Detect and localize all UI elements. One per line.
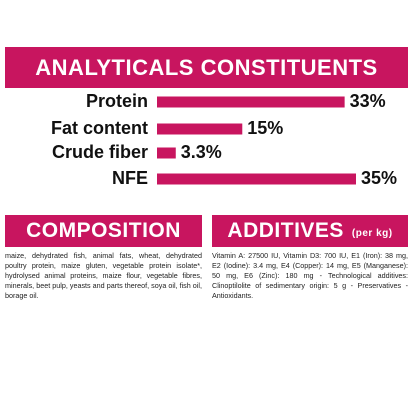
bar (157, 123, 243, 135)
bar (157, 173, 356, 185)
category-label: Protein (86, 91, 148, 111)
category-label: NFE (112, 168, 148, 188)
composition-banner: COMPOSITION (5, 215, 202, 247)
bar (157, 96, 345, 108)
header-banner: ANALYTICALS CONSTITUENTS (5, 47, 408, 88)
additives-title: ADDITIVES (227, 219, 344, 242)
category-label: Fat content (51, 118, 148, 138)
additives-text: Vitamin A: 27500 IU, Vitamin D3: 700 IU,… (212, 251, 408, 300)
value-label: 35% (361, 168, 397, 188)
chart: Protein 33% Fat content 15% Crude fiber 3.3% N… (51, 91, 397, 188)
additives-banner: ADDITIVES (per kg) (212, 215, 408, 247)
value-label: 3.3% (181, 142, 222, 162)
header-title: ANALYTICALS CONSTITUENTS (35, 54, 378, 80)
category-label: Crude fiber (52, 142, 148, 162)
value-label: 33% (350, 91, 386, 111)
bar (157, 147, 176, 159)
composition-text: maize, dehydrated fish, animal fats, whe… (5, 251, 202, 300)
value-label: 15% (247, 118, 283, 138)
additives-subtitle: (per kg) (351, 227, 393, 239)
composition-title: COMPOSITION (26, 219, 181, 242)
